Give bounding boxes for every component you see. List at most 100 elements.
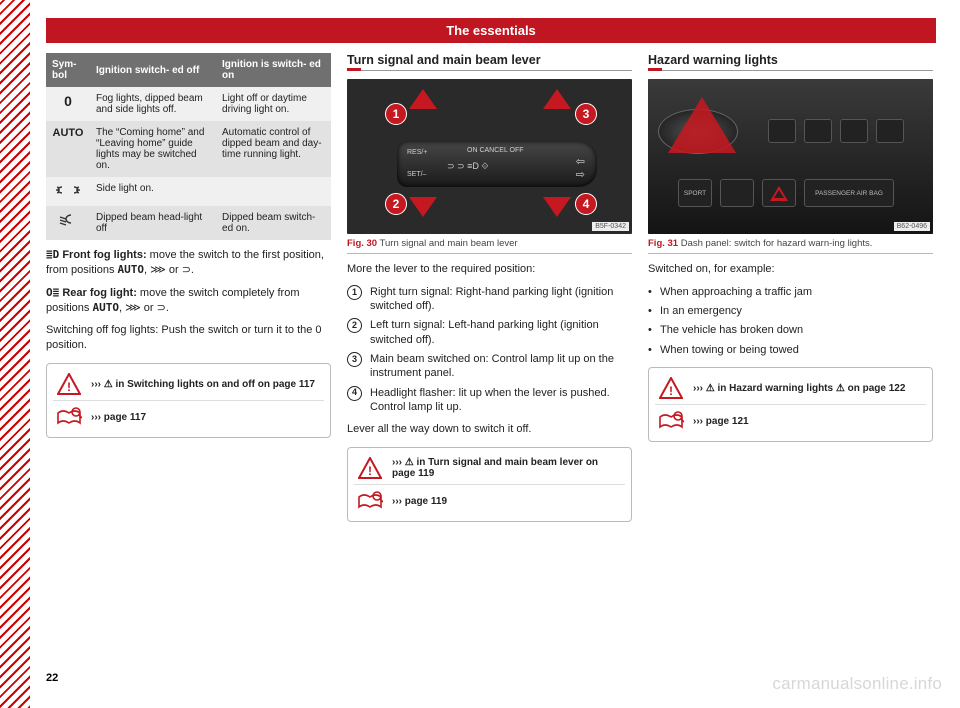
watermark: carmanualsonline.info: [772, 674, 942, 694]
ref-book: ››› page 121: [655, 404, 926, 437]
book-icon: [356, 489, 384, 513]
panel-button: [840, 119, 868, 143]
num-badge: 1: [347, 285, 362, 300]
table-row: AUTO The “Coming home” and “Leaving home…: [46, 121, 331, 177]
ref-text: ››› ⚠ in Switching lights on and off on …: [91, 379, 315, 390]
th-symbol: Sym- bol: [46, 53, 90, 87]
ref-warning: ! ››› ⚠ in Hazard warning lights ⚠ on pa…: [655, 372, 926, 404]
list-item: 2Left turn signal: Left-hand parking lig…: [347, 318, 632, 347]
fig-caption-text: Dash panel: switch for hazard warn-ing l…: [678, 238, 872, 249]
ref-text: ››› page 121: [693, 416, 749, 427]
ref-book: ››› page 117: [53, 400, 324, 433]
auto-glyph: AUTO: [92, 301, 119, 314]
num-badge: 4: [347, 386, 362, 401]
svg-text:!: !: [669, 384, 673, 398]
stalk: RES/+ ON CANCEL OFF SET/– ⊃ ⊃ ≡D ⟐ ⇦⇨: [397, 141, 597, 187]
front-fog-para: ≣D Front fog lights: move the switch to …: [46, 248, 331, 278]
stalk-arrows: ⇦⇨: [576, 155, 585, 181]
panel-button: PASSENGER AIR BAG: [804, 179, 894, 207]
panel-button: [876, 119, 904, 143]
item-text: Main beam switched on: Control lamp lit …: [370, 352, 632, 381]
arrow-up-icon: [543, 89, 571, 109]
panel-button: [768, 119, 796, 143]
text: or: [166, 264, 182, 276]
stalk-label: SET/–: [407, 171, 426, 178]
page-edge-pattern: [0, 0, 30, 708]
label: Rear fog light:: [62, 287, 137, 299]
book-icon: [657, 409, 685, 433]
front-fog-icon: ≣D: [46, 248, 59, 261]
table-row: Side light on.: [46, 177, 331, 206]
hazard-triangle-icon: [770, 186, 788, 201]
stalk-icons: ⊃ ⊃ ≡D ⟐: [447, 161, 488, 172]
panel-button: [720, 179, 754, 207]
warning-icon: !: [657, 376, 685, 400]
callout-4: 4: [575, 193, 597, 215]
page-number: 22: [46, 672, 58, 684]
column-1: Sym- bol Ignition switch- ed off Ignitio…: [46, 53, 331, 522]
figure-31: SPORT PASSENGER AIR BAG B62-0496 Fig. 31…: [648, 79, 933, 254]
sym-auto: AUTO: [46, 121, 90, 177]
num-badge: 3: [347, 352, 362, 367]
warning-icon: !: [356, 456, 384, 480]
warning-icon: !: [55, 372, 83, 396]
figure-30-caption: Fig. 30 Turn signal and main beam lever: [347, 238, 632, 249]
list-item: The vehicle has broken down: [648, 323, 933, 337]
fig-number: Fig. 31: [648, 238, 678, 249]
figure-code: B62-0496: [894, 222, 930, 231]
fig-caption-text: Turn signal and main beam lever: [377, 238, 517, 249]
list-item: 1 Right turn signal: Right-hand parking l…: [347, 285, 632, 314]
rear-fog-para: O≣ Rear fog light: move the switch compl…: [46, 286, 331, 316]
list-item: In an emergency: [648, 304, 933, 318]
auto-glyph: AUTO: [118, 263, 145, 276]
ref-text: ››› ⚠ in Hazard warning lights ⚠ on page…: [693, 383, 905, 394]
column-3: Hazard warning lights SPORT PASSENGER AI…: [648, 53, 933, 522]
sym-dipped-icon: [46, 206, 90, 240]
figure-code: B5F-0342: [592, 222, 629, 231]
section-heading-turn-signal: Turn signal and main beam lever: [347, 53, 632, 71]
figure-30-image: RES/+ ON CANCEL OFF SET/– ⊃ ⊃ ≡D ⟐ ⇦⇨ 1 …: [347, 79, 632, 234]
reference-box: ! ››› ⚠ in Turn signal and main beam lev…: [347, 447, 632, 522]
arrow-down-icon: [543, 197, 571, 217]
sym-sidelight-icon: [46, 177, 90, 206]
cell: Side light on.: [90, 177, 331, 206]
figure-31-image: SPORT PASSENGER AIR BAG B62-0496: [648, 79, 933, 234]
column-2: Turn signal and main beam lever RES/+ ON…: [347, 53, 632, 522]
highlight-triangle-icon: [668, 97, 736, 153]
list-item: When approaching a traffic jam: [648, 285, 933, 299]
intro-text: More the lever to the required position:: [347, 262, 632, 277]
figure-30: RES/+ ON CANCEL OFF SET/– ⊃ ⊃ ≡D ⟐ ⇦⇨ 1 …: [347, 79, 632, 254]
sym-0: 0: [46, 87, 90, 121]
callout-1: 1: [385, 103, 407, 125]
item-text: Headlight flasher: lit up when the lever…: [370, 386, 632, 415]
rear-fog-icon: O≣: [46, 286, 59, 299]
list-item: When towing or being towed: [648, 343, 933, 357]
outro-text: Lever all the way down to switch it off.: [347, 422, 632, 437]
cell: The “Coming home” and “Leaving home” gui…: [90, 121, 216, 177]
item-text: Right turn signal: Right-hand parking li…: [370, 285, 632, 314]
cell: Fog lights, dipped beam and side lights …: [90, 87, 216, 121]
book-icon: [55, 405, 83, 429]
th-off: Ignition switch- ed off: [90, 53, 216, 87]
section-heading-hazard: Hazard warning lights: [648, 53, 933, 71]
label: Front fog lights:: [62, 249, 146, 261]
columns: Sym- bol Ignition switch- ed off Ignitio…: [46, 53, 936, 522]
panel-button: SPORT: [678, 179, 712, 207]
stalk-label: ON CANCEL OFF: [467, 147, 524, 154]
table-row: Dipped beam head-light off Dipped beam s…: [46, 206, 331, 240]
chapter-header: The essentials: [46, 18, 936, 43]
cell: Dipped beam switch-ed on.: [216, 206, 331, 240]
cell: Dipped beam head-light off: [90, 206, 216, 240]
item-text: Left turn signal: Left-hand parking ligh…: [370, 318, 632, 347]
table-row: 0 Fog lights, dipped beam and side light…: [46, 87, 331, 121]
cell: Light off or daytime driving light on.: [216, 87, 331, 121]
cell: Automatic control of dipped beam and day…: [216, 121, 331, 177]
th-on: Ignition is switch- ed on: [216, 53, 331, 87]
callout-3: 3: [575, 103, 597, 125]
switch-off-para: Switching off fog lights: Push the switc…: [46, 323, 331, 353]
hazard-button: [762, 179, 796, 207]
svg-text:!: !: [368, 464, 372, 478]
page-content: The essentials Sym- bol Ignition switch-…: [46, 18, 936, 522]
panel-button: [804, 119, 832, 143]
ref-book: ››› page 119: [354, 484, 625, 517]
